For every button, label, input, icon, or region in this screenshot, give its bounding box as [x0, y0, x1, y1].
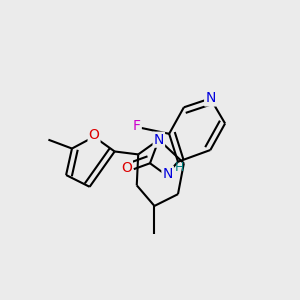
Text: O: O	[88, 128, 100, 142]
Text: N: N	[205, 92, 215, 106]
Text: N: N	[163, 167, 173, 181]
Text: O: O	[121, 161, 132, 175]
Text: F: F	[133, 119, 141, 134]
Text: N: N	[154, 133, 164, 147]
Text: H: H	[175, 161, 184, 174]
